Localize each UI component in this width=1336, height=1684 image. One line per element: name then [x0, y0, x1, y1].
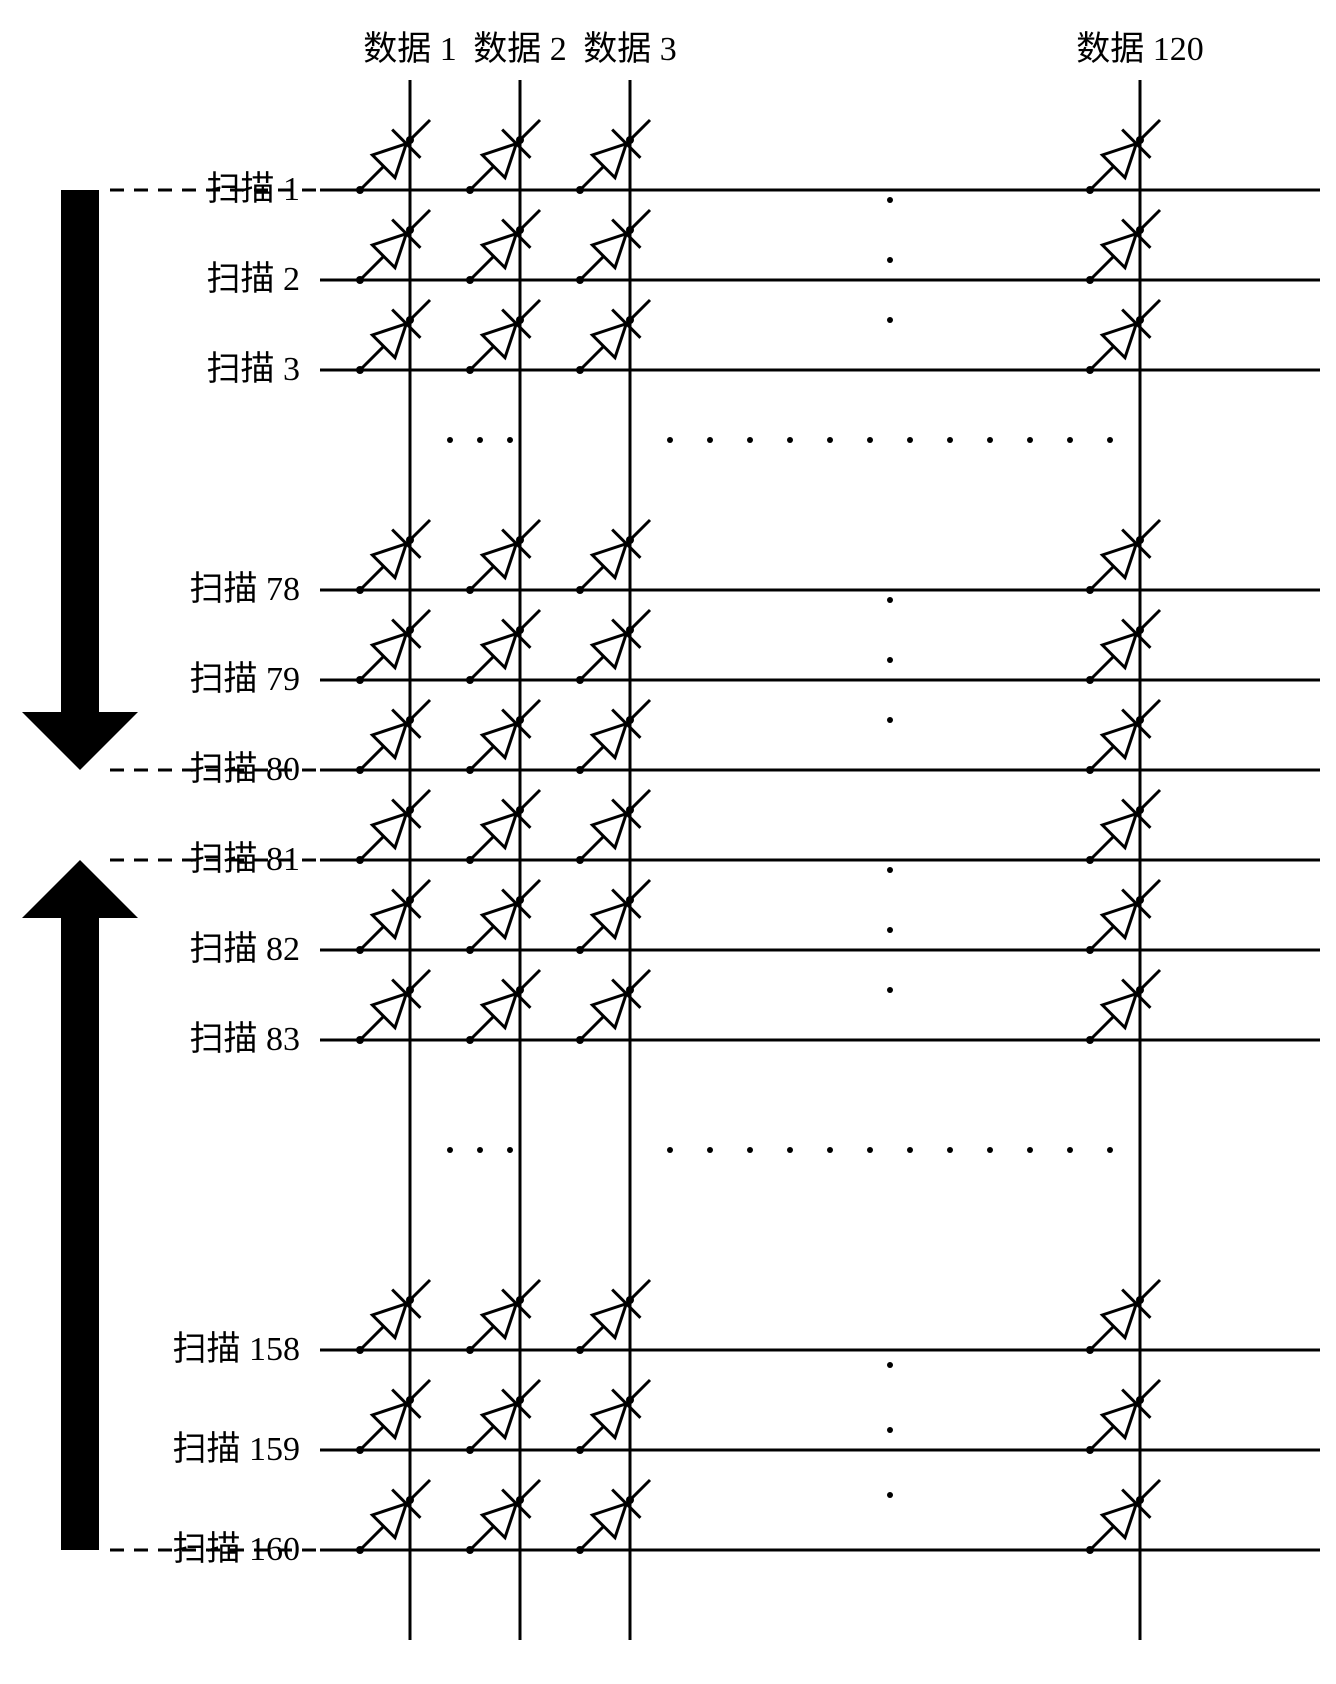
led-diode — [1086, 520, 1160, 594]
up-arrow-shaft — [61, 918, 99, 1550]
led-diode — [466, 1380, 540, 1454]
led-diode — [576, 520, 650, 594]
scan-label: 扫描 79 — [190, 660, 301, 698]
led-diode — [576, 210, 650, 284]
scan-label: 扫描 78 — [190, 570, 301, 608]
scan-label: 扫描 158 — [173, 1330, 301, 1368]
led-diode — [576, 1480, 650, 1554]
led-diode — [356, 700, 430, 774]
led-diode — [356, 1380, 430, 1454]
led-diode — [1086, 1480, 1160, 1554]
data-label: 数据 1 — [363, 30, 457, 68]
led-diode — [466, 520, 540, 594]
led-matrix-diagram: 数据 1数据 2数据 3数据 120扫描 1扫描 2扫描 3扫描 78扫描 79… — [20, 20, 1336, 1664]
led-diode — [466, 210, 540, 284]
data-label: 数据 2 — [473, 30, 567, 68]
led-diode — [356, 1480, 430, 1554]
led-diode — [466, 120, 540, 194]
led-diode — [466, 1480, 540, 1554]
led-diode — [576, 1280, 650, 1354]
led-diode — [356, 880, 430, 954]
led-diode — [1086, 880, 1160, 954]
scan-label: 扫描 83 — [190, 1020, 301, 1058]
led-diode — [1086, 970, 1160, 1044]
scan-label: 扫描 3 — [207, 350, 301, 388]
scan-label: 扫描 82 — [190, 930, 301, 968]
led-diode — [1086, 700, 1160, 774]
data-label: 数据 3 — [583, 30, 677, 68]
led-diode — [576, 120, 650, 194]
led-diode — [466, 300, 540, 374]
led-diode — [576, 700, 650, 774]
up-arrow-head — [22, 860, 138, 918]
led-diode — [356, 300, 430, 374]
led-diode — [576, 610, 650, 684]
led-diode — [356, 520, 430, 594]
led-diode — [466, 610, 540, 684]
led-diode — [1086, 210, 1160, 284]
down-arrow-head — [22, 712, 138, 770]
scan-label: 扫描 2 — [207, 260, 301, 298]
led-diode — [1086, 1380, 1160, 1454]
led-diode — [356, 610, 430, 684]
led-diode — [356, 120, 430, 194]
led-diode — [576, 300, 650, 374]
led-diode — [1086, 790, 1160, 864]
led-diode — [356, 790, 430, 864]
led-diode — [576, 970, 650, 1044]
led-diode — [356, 210, 430, 284]
led-diode — [466, 790, 540, 864]
led-diode — [466, 970, 540, 1044]
led-diode — [466, 1280, 540, 1354]
led-diode — [1086, 610, 1160, 684]
data-label: 数据 120 — [1076, 30, 1204, 68]
led-diode — [466, 880, 540, 954]
led-diode — [356, 1280, 430, 1354]
led-diode — [576, 1380, 650, 1454]
led-diode — [466, 700, 540, 774]
led-diode — [356, 970, 430, 1044]
scan-label: 扫描 159 — [173, 1430, 301, 1468]
led-diode — [576, 880, 650, 954]
led-diode — [1086, 300, 1160, 374]
led-diode — [576, 790, 650, 864]
led-diode — [1086, 120, 1160, 194]
down-arrow-shaft — [61, 190, 99, 712]
led-diode — [1086, 1280, 1160, 1354]
